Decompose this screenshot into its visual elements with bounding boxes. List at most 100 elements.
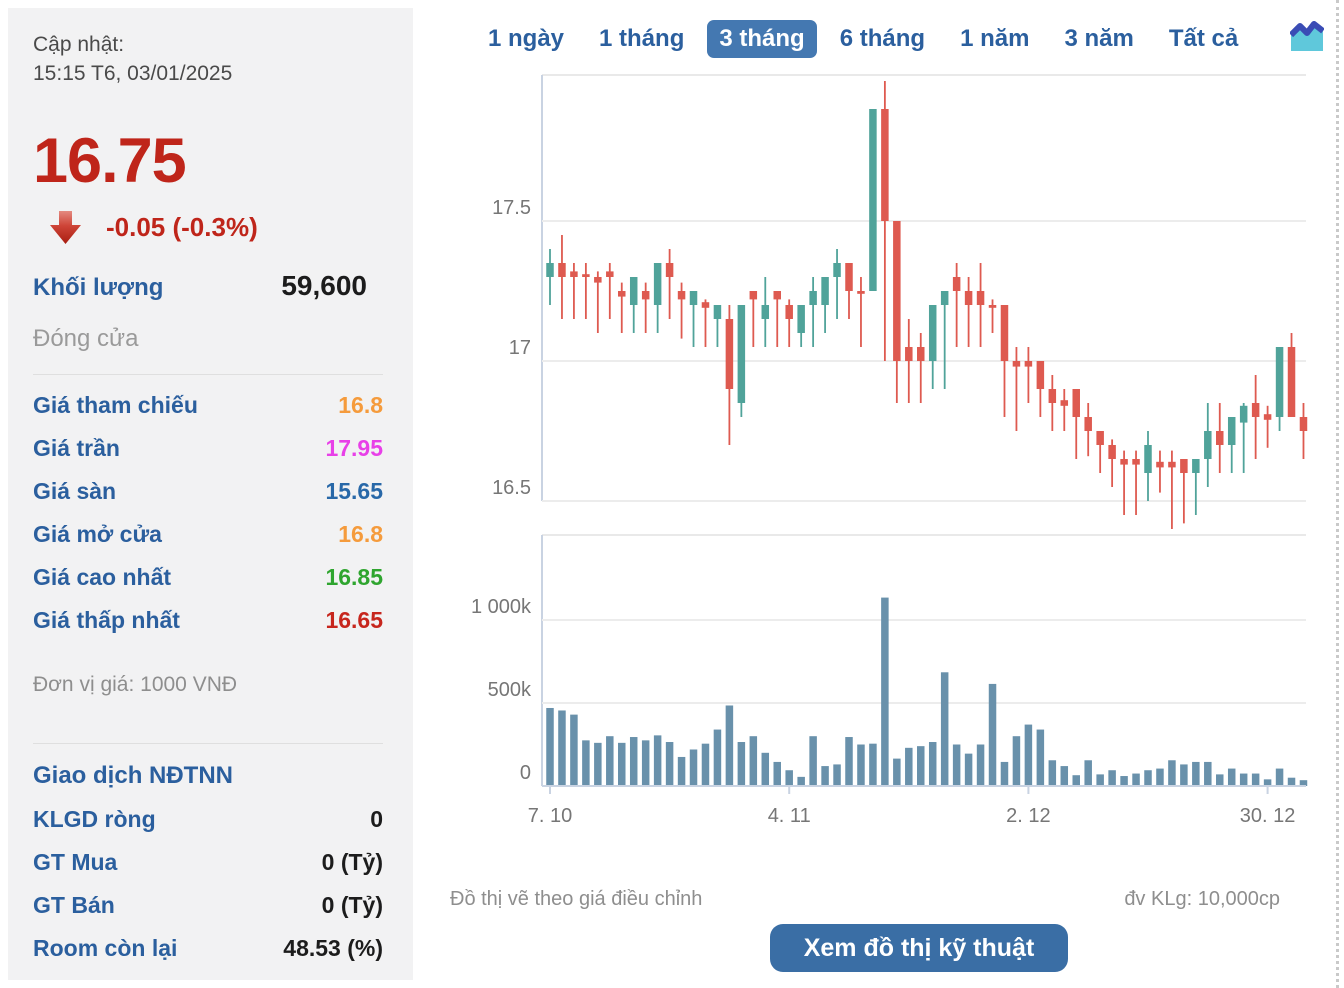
volume-bar — [1275, 768, 1284, 786]
detail-row-low: Giá thấp nhất 16.65 — [33, 607, 383, 633]
foreign-row-room-left: Room còn lại 48.53 (%) — [33, 935, 383, 961]
detail-row-high: Giá cao nhất 16.85 — [33, 564, 383, 590]
volume-bar — [1168, 760, 1176, 786]
foreign-label: KLGD ròng — [33, 806, 156, 832]
update-label: Cập nhật: — [33, 33, 125, 56]
volume-bar — [940, 672, 949, 786]
volume-bar — [1239, 773, 1248, 786]
volume-bar — [1287, 777, 1296, 786]
candle-body-down — [964, 291, 973, 305]
candle-body-down — [641, 291, 650, 300]
candle-body-down — [905, 347, 913, 361]
candle-body-down — [606, 271, 614, 277]
volume-bar — [713, 729, 722, 786]
volume-bar — [701, 743, 710, 786]
detail-value: 16.8 — [338, 521, 383, 547]
candle-body-down — [976, 291, 985, 305]
candle-body-down — [857, 291, 865, 294]
volume-unit-note: đv KLg: 10,000cp — [1124, 888, 1280, 910]
volume-bar — [618, 742, 626, 786]
detail-row-floor: Giá sàn 15.65 — [33, 478, 383, 504]
volume-bar — [1204, 761, 1212, 786]
last-price: 16.75 — [33, 126, 187, 196]
candle-body-down — [1180, 459, 1188, 473]
volume-bar — [785, 770, 793, 786]
tab-3-thang[interactable]: 3 tháng — [707, 20, 817, 58]
candle-body-down — [677, 291, 686, 300]
detail-value: 17.95 — [325, 435, 383, 461]
detail-value: 16.8 — [338, 392, 383, 418]
detail-label: Giá sàn — [33, 478, 117, 504]
volume-bar — [1263, 779, 1272, 786]
x-axis-tick-label: 2. 12 — [1006, 805, 1050, 827]
volume-bar — [988, 683, 997, 786]
candle-body-down — [665, 263, 674, 277]
volume-bar — [761, 752, 770, 786]
volume-bar — [606, 736, 614, 786]
volume-bar — [689, 749, 698, 786]
candle-body-up — [809, 291, 817, 305]
period-tabs: 1 ngày 1 tháng 3 tháng 6 tháng 1 năm 3 n… — [488, 20, 1326, 58]
candle-body-down — [1048, 389, 1057, 403]
candle-body-up — [689, 291, 698, 305]
tab-1-thang[interactable]: 1 tháng — [599, 25, 685, 52]
tab-3-nam[interactable]: 3 năm — [1064, 25, 1134, 52]
candle-body-down — [785, 305, 793, 319]
candle-body-up — [797, 305, 805, 333]
volume-bar — [1048, 760, 1057, 786]
foreign-row-buy-value: GT Mua 0 (Tỷ) — [33, 849, 383, 875]
volume-bar — [677, 756, 686, 786]
volume-bar — [773, 761, 781, 786]
price-unit-note: Đơn vị giá: 1000 VNĐ — [33, 673, 238, 696]
volume-bar — [1000, 761, 1009, 786]
candle-body-up — [1192, 459, 1200, 473]
volume-bar — [737, 742, 746, 786]
candle-body-down — [725, 319, 734, 389]
volume-row: Khối lượng 59,600 — [33, 270, 383, 302]
chart-note: Đồ thị vẽ theo giá điều chỉnh — [450, 888, 703, 910]
candle-body-down — [1108, 445, 1116, 459]
area-chart-icon[interactable] — [1289, 21, 1326, 57]
volume-bar — [869, 743, 877, 786]
volume-bar — [1072, 775, 1080, 786]
candle-body-down — [773, 291, 781, 300]
technical-chart-button[interactable]: Xem đồ thị kỹ thuật — [770, 924, 1068, 972]
x-axis-tick-label: 7. 10 — [528, 805, 572, 827]
detail-row-open: Giá mở cửa 16.8 — [33, 521, 383, 547]
volume-bar — [1227, 768, 1236, 786]
candle-body-down — [917, 347, 925, 361]
candle-body-up — [928, 305, 937, 361]
tab-1-nam[interactable]: 1 năm — [960, 25, 1030, 52]
volume-bar — [1120, 776, 1128, 786]
volume-bar — [1084, 760, 1092, 786]
tab-6-thang[interactable]: 6 tháng — [839, 25, 926, 52]
tab-tat-ca[interactable]: Tất cả — [1168, 25, 1239, 52]
detail-label: Giá mở cửa — [33, 521, 162, 547]
candle-body-down — [1060, 400, 1069, 406]
candle-body-down — [1012, 361, 1021, 367]
page-edge-dotted-divider — [1336, 0, 1339, 988]
candle-body-down — [701, 302, 710, 308]
candle-body-up — [737, 305, 746, 403]
candle-body-down — [1299, 417, 1308, 431]
volume-bar — [809, 736, 817, 786]
tab-1-ngay[interactable]: 1 ngày — [488, 25, 565, 52]
volume-bar — [1299, 780, 1308, 786]
volume-bar — [905, 747, 913, 786]
candle-body-down — [1251, 403, 1260, 417]
volume-axis-tick-label: 500k — [488, 679, 532, 701]
foreign-row-net-volume: KLGD ròng 0 — [33, 806, 383, 832]
candle-body-down — [1156, 461, 1164, 468]
candle-body-down — [1000, 305, 1009, 361]
foreign-label: GT Mua — [33, 849, 118, 875]
volume-bar — [725, 705, 734, 786]
volume-bar — [833, 764, 841, 786]
candle-body-up — [869, 109, 877, 291]
detail-value: 16.65 — [325, 607, 383, 633]
price-change: -0.05 (-0.3%) — [106, 211, 258, 242]
candle-body-down — [594, 277, 602, 283]
divider — [33, 743, 383, 744]
volume-bar — [1180, 764, 1188, 786]
volume-bar — [917, 746, 925, 786]
foreign-value: 0 (Tỷ) — [321, 892, 383, 918]
